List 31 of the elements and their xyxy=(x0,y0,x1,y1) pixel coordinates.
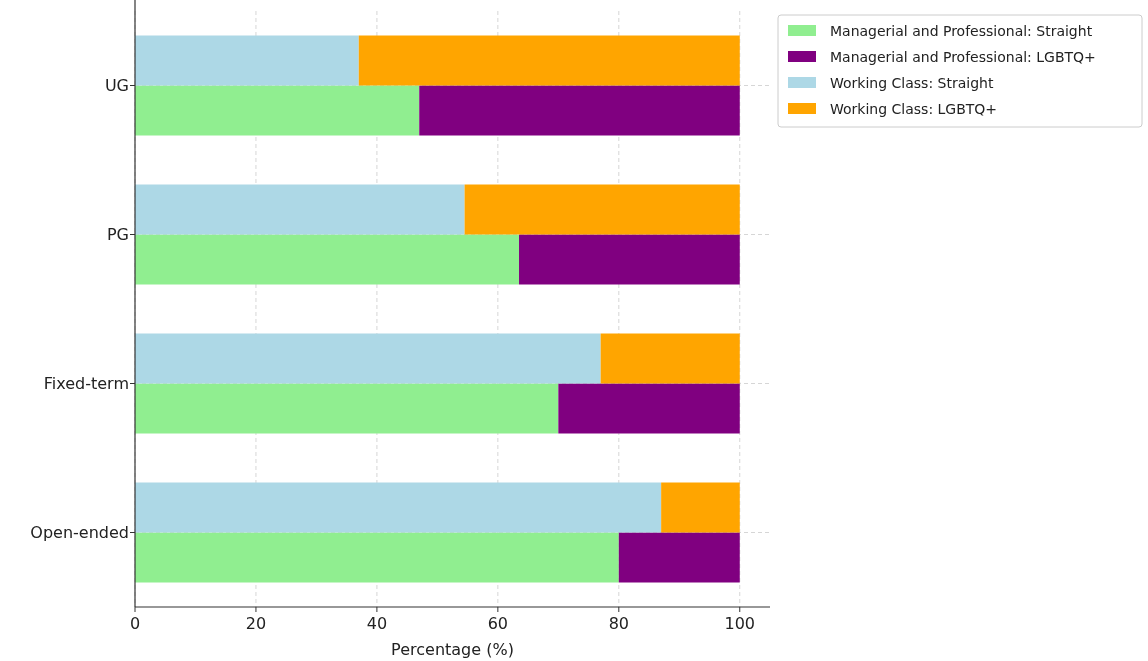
x-tick-label: 0 xyxy=(129,614,141,633)
x-tick-label: 100 xyxy=(724,614,756,633)
bar xyxy=(600,333,740,384)
x-tick-label: 60 xyxy=(487,614,509,633)
legend-label: Working Class: LGBTQ+ xyxy=(830,100,998,117)
y-tick-label: PG xyxy=(106,225,129,245)
x-axis-title: Percentage (%) xyxy=(391,640,514,659)
bar xyxy=(419,85,740,136)
bar xyxy=(135,184,465,235)
y-tick-label: Fixed-term xyxy=(43,374,129,394)
legend-label: Managerial and Professional: LGBTQ+ xyxy=(830,48,1096,65)
bar xyxy=(135,482,662,533)
x-tick-label: 20 xyxy=(245,614,267,633)
bar xyxy=(618,532,740,583)
bar xyxy=(519,234,740,285)
legend-label: Managerial and Professional: Straight xyxy=(830,22,1093,39)
bar xyxy=(135,35,359,86)
y-tick-label: UG xyxy=(104,76,129,96)
bar xyxy=(135,85,420,136)
bar xyxy=(135,383,559,434)
bar xyxy=(358,35,740,86)
legend-label: Working Class: Straight xyxy=(830,74,994,91)
x-tick-label: 40 xyxy=(366,614,388,633)
bar xyxy=(135,333,601,384)
bar xyxy=(135,532,619,583)
bar xyxy=(135,234,520,285)
x-tick-label: 80 xyxy=(608,614,629,633)
bar xyxy=(661,482,740,533)
bar xyxy=(558,383,740,434)
y-tick-label: Open-ended xyxy=(30,523,129,543)
bar xyxy=(464,184,740,235)
